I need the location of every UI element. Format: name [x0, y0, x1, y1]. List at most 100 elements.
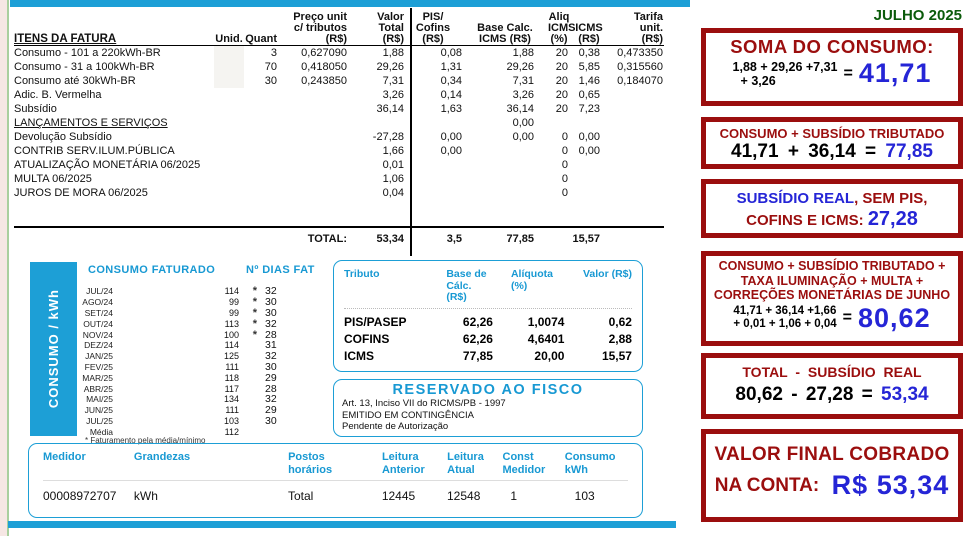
bill-row: Consumo até 30kWh-BR 30 0,243850 7,31 0,… — [14, 74, 663, 88]
box4-result: 80,62 — [858, 302, 931, 333]
consumption-row: JUL/25 103 30 — [86, 414, 277, 427]
fisco-line: Pendente de Autorização — [342, 421, 449, 432]
bill-service-rows: Devolução Subsídio -27,28 0,00 0,00 0 0,… — [14, 130, 664, 200]
consumption-row: Média 112 — [89, 426, 239, 437]
tax-row: PIS/PASEP 62,26 1,0074 0,62 — [344, 314, 632, 329]
dias-fat-title: Nº DIAS FAT — [246, 264, 315, 276]
col-aliquota: Alíquota (%) — [510, 268, 553, 292]
reservado-ao-fisco-box: RESERVADO AO FISCO Art. 13, Inciso VII d… — [333, 379, 643, 437]
total-valor: 53,34 — [376, 233, 404, 245]
box1-expr-line1: 1,88 + 29,26 +7,31 — [732, 59, 838, 74]
bill-row: Consumo - 31 a 100kWh-BR 70 0,418050 29,… — [14, 60, 663, 74]
consumption-row: NOV/24 100 * 28 — [82, 328, 277, 341]
consumption-row: SET/24 99 * 30 — [84, 307, 277, 319]
tax-row: COFINS 62,26 4,6401 2,88 — [344, 331, 632, 346]
consumption-row: MAR/25 118 29 — [82, 371, 277, 384]
equals-sign: = — [843, 64, 853, 82]
col-valor-total: Valor Total (R$) — [377, 11, 404, 45]
annotation-consumo-mais-subsidio: CONSUMO + SUBSÍDIO TRIBUTADO 41,71 + 36,… — [701, 117, 963, 169]
consumption-row: JUN/25 111 29 — [84, 404, 277, 417]
box6-result: R$ 53,34 — [831, 470, 950, 500]
average-billing-footnote: * Faturamento pela média/mínimo — [85, 436, 206, 445]
equals-sign: = — [842, 309, 853, 326]
bill-section-lancamentos: LANÇAMENTOS E SERVIÇOS 0,00 — [14, 116, 664, 130]
consumption-row: OUT/24 113 * 32 — [83, 317, 277, 330]
fisco-title: RESERVADO AO FISCO — [392, 382, 584, 398]
col-grandezas: Grandezas — [133, 451, 191, 463]
col-consumo-kwh: Consumo kWh — [564, 451, 616, 476]
box1-expr-line2: + 3,26 — [740, 73, 776, 88]
bill-row: CONTRIB SERV.ILUM.PÚBLICA 1,66 0,00 0 0,… — [14, 145, 600, 157]
bill-table-divider — [410, 8, 412, 256]
box4-title-line1: CONSUMO + SUBSÍDIO TRIBUTADO + — [718, 259, 946, 273]
box6-title-line1: VALOR FINAL COBRADO — [714, 444, 950, 465]
meter-readings-box: Medidor Grandezas Postos horários Leitur… — [28, 443, 643, 518]
col-tarifa-unit: Tarifa unit. (R$) — [633, 11, 663, 45]
box4-expr-line1: 41,71 + 36,14 +1,66 — [733, 305, 837, 317]
consumo-kwh-banner: CONSUMO / kWh — [30, 262, 77, 436]
col-leitura-anterior: Leitura Anterior — [381, 451, 425, 476]
box1-title: SOMA DO CONSUMO: — [730, 36, 934, 57]
annotation-total-menos-subsidio: TOTAL - SUBSÍDIO REAL 80,62 - 27,28 = 53… — [701, 353, 963, 419]
tax-table-header: Tributo Base de Cálc. (R$) Alíquota (%) … — [344, 268, 632, 309]
consumption-row: DEZ/24 114 31 — [84, 339, 277, 352]
box5-title: TOTAL - SUBSÍDIO REAL — [742, 364, 922, 380]
box2-expr: 41,71 + 36,14 = — [731, 141, 877, 162]
bill-items-table: ITENS DA FATURA Unid. Quant Preço unit c… — [14, 8, 664, 248]
box4-title-line3: CORREÇÕES MONETÁRIAS DE JUNHO — [713, 288, 951, 302]
col-const-medidor: Const Medidor — [502, 451, 546, 476]
bill-total-row: TOTAL: 53,34 3,5 77,85 15,57 — [14, 226, 664, 248]
scan-edge-strip — [0, 0, 7, 536]
col-unid: Unid. — [215, 33, 243, 45]
bill-row: ATUALIZAÇÃO MONETÁRIA 06/2025 0,01 0 — [14, 159, 568, 171]
bill-row: Adic. B. Vermelha 3,26 0,14 3,26 20 0,65 — [14, 89, 600, 101]
tax-summary-box: Tributo Base de Cálc. (R$) Alíquota (%) … — [333, 260, 643, 372]
consumption-row: JAN/25 125 32 — [85, 350, 277, 363]
col-base-calc: Base de Cálc. (R$) — [446, 268, 487, 303]
annotation-total-com-taxas: CONSUMO + SUBSÍDIO TRIBUTADO + TAXA ILUM… — [701, 251, 963, 346]
consumption-row: JUL/24 114 * 32 — [86, 285, 277, 298]
bill-row: Subsídio 36,14 1,63 36,14 20 7,23 — [14, 103, 600, 115]
box1-result: 41,71 — [858, 58, 932, 88]
meter-row: 00008972707 kWh Total 12445 12548 1 103 — [43, 489, 595, 503]
total-label: TOTAL: — [307, 233, 347, 245]
section-base-value: 0,00 — [512, 117, 534, 129]
box5-expr: 80,62 - 27,28 = — [735, 384, 873, 405]
consumption-row: AGO/24 99 * 30 — [82, 296, 277, 309]
bill-table-header: ITENS DA FATURA Unid. Quant Preço unit c… — [14, 8, 664, 46]
col-valor: Valor (R$) — [582, 268, 632, 280]
fisco-line: Art. 13, Inciso VII do RICMS/PB - 1997 — [342, 398, 506, 409]
total-pis: 3,5 — [446, 233, 462, 245]
col-base-calc-icms: Base Calc. ICMS (R$) — [477, 22, 533, 45]
col-leitura-atual: Leitura Atual — [447, 451, 484, 476]
total-base: 77,85 — [506, 233, 534, 245]
col-aliq-icms: Aliq ICMS (%) — [548, 11, 576, 45]
bill-row: Devolução Subsídio -27,28 0,00 0,00 0 0,… — [14, 131, 600, 143]
consumption-row: MAI/25 134 32 — [86, 393, 277, 406]
consumption-row: ABR/25 117 28 — [83, 382, 277, 395]
col-itens-da-fatura: ITENS DA FATURA — [14, 33, 117, 45]
scan-edge-line — [7, 0, 9, 536]
box3-title-red: , SEM PIS, — [854, 190, 928, 207]
box2-title: CONSUMO + SUBSÍDIO TRIBUTADO — [719, 126, 945, 141]
box4-title-line2: TAXA ILUMINAÇÃO + MULTA + — [740, 273, 924, 288]
consumo-faturado-title: CONSUMO FATURADO — [88, 264, 216, 276]
col-tributo: Tributo — [344, 268, 380, 280]
box5-result: 53,34 — [881, 384, 929, 405]
box2-result: 77,85 — [885, 141, 933, 162]
meter-table-header: Medidor Grandezas Postos horários Leitur… — [43, 451, 628, 481]
bill-consumption-rows: Consumo - 101 a 220kWh-BR 3 0,627090 1,8… — [14, 46, 664, 116]
section-label: LANÇAMENTOS E SERVIÇOS — [14, 117, 168, 129]
top-accent-bar — [10, 0, 690, 7]
bottom-accent-bar — [8, 521, 676, 528]
bill-row: JUROS DE MORA 06/2025 0,04 0 — [14, 187, 568, 199]
tax-row: ICMS 77,85 20,00 15,57 — [344, 348, 632, 363]
bill-row: MULTA 06/2025 1,06 0 — [14, 173, 568, 185]
col-postos-horarios: Postos horários — [288, 451, 333, 476]
col-pis-cofins: PIS/ Cofins (R$) — [415, 11, 451, 45]
col-preco-unit: Preço unit c/ tributos (R$) — [293, 11, 347, 45]
annotation-subsidio-real: SUBSÍDIO REAL, SEM PIS, COFINS E ICMS: 2… — [701, 179, 963, 238]
box6-title-line2: NA CONTA: — [714, 475, 820, 496]
col-medidor: Medidor — [43, 451, 86, 463]
